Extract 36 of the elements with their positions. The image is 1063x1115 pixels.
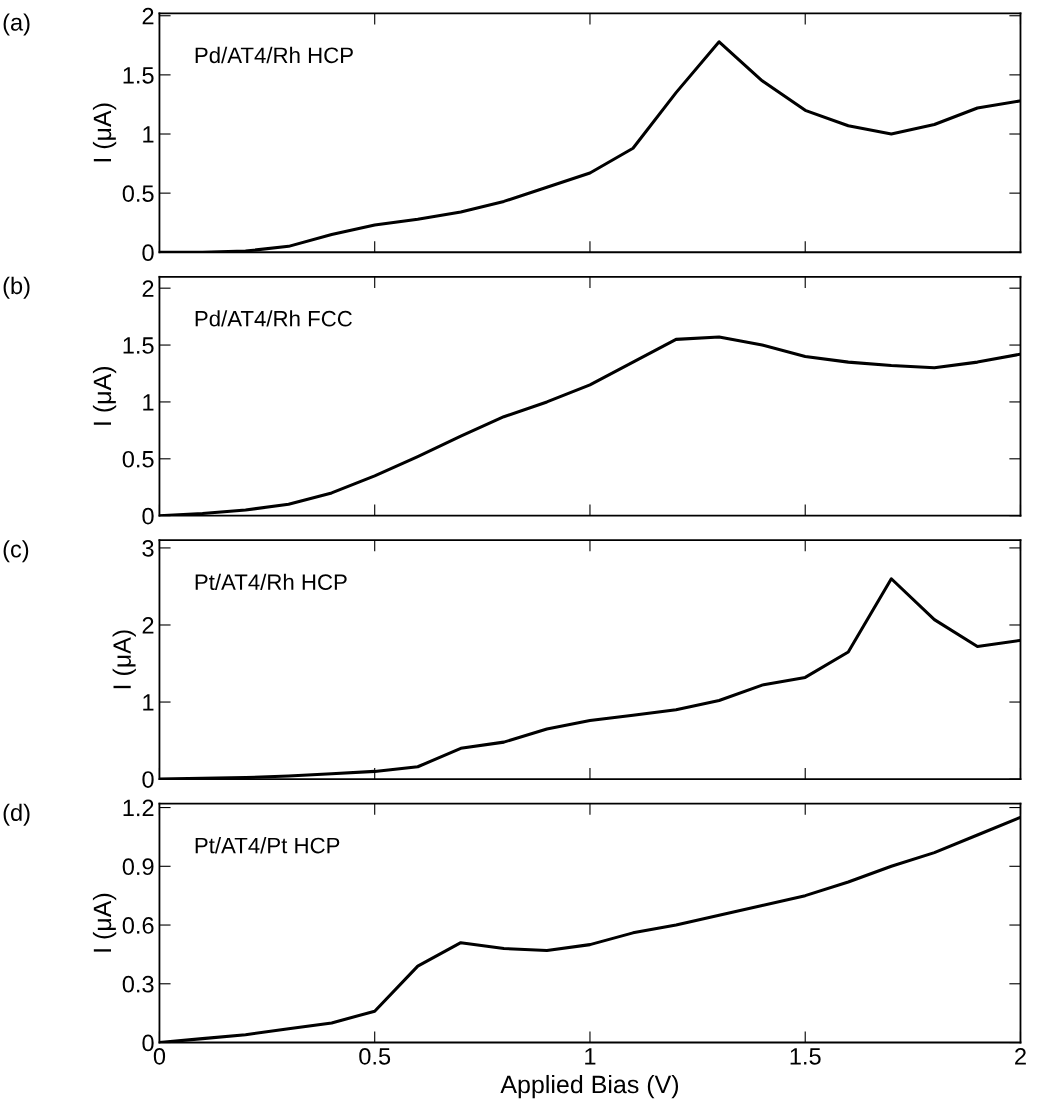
x-tick-label: 1.5 [790,1048,821,1065]
y-tick-label: 0.3 [122,975,154,993]
y-tick-label: 0 [142,771,154,788]
y-tick-label: 0.6 [122,917,154,934]
y-axis-title: I (μA) [92,893,117,952]
annotation: Pt/AT4/Rh HCP [195,573,347,590]
y-axis-title: I (μA) [92,366,117,425]
annotation: Pt/AT4/Pt HCP [195,837,340,854]
x-axis-title: Applied Bias (V) [500,1074,679,1099]
chart-title: (b) [3,276,30,299]
y-tick-label: 2 [142,7,154,25]
chart-title: (c) [3,540,29,563]
y-tick-label: 0 [142,507,154,525]
x-tick-label: 1 [585,1048,596,1065]
x-tick-label: 2 [1015,1048,1026,1065]
y-tick-label: 1 [143,126,154,143]
y-tick-label: 0.5 [122,450,154,468]
annotation: Pd/AT4/Rh HCP [195,46,353,64]
y-tick-label: 1.5 [123,337,154,354]
y-tick-label: 2 [142,280,154,297]
y-tick-label: 2 [142,617,154,634]
y-tick-label: 1.2 [123,799,154,817]
y-tick-label: 0.5 [122,185,154,202]
y-axis-title: I (μA) [92,103,117,162]
annotation: Pd/AT4/Rh FCC [195,310,352,327]
y-tick-label: 0 [142,1034,154,1052]
chart-title: (d) [3,803,30,826]
y-axis-title: I (μA) [112,630,136,689]
y-tick-label: 0.9 [122,858,154,876]
y-tick-label: 3 [142,539,154,557]
y-tick-label: 0 [142,244,154,262]
chart-title: (a) [3,13,30,36]
y-tick-label: 1.5 [123,67,154,84]
y-tick-label: 1 [143,394,154,411]
x-tick-label: 0.5 [359,1048,391,1065]
y-tick-label: 1 [143,694,154,711]
